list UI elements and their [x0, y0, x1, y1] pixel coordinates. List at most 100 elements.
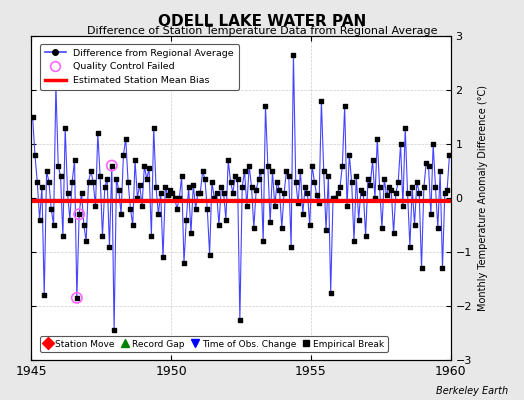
Point [147, 233, 156, 239]
Point [266, 219, 275, 226]
Point [126, 206, 135, 212]
Point [396, 141, 405, 147]
Point [364, 176, 372, 182]
Point [249, 224, 258, 231]
Point [394, 178, 402, 185]
Point [380, 176, 388, 182]
Point [257, 168, 265, 174]
Point [33, 178, 41, 185]
Point [296, 168, 304, 174]
Point [261, 103, 270, 109]
Point [119, 152, 128, 158]
Point [220, 189, 228, 196]
Point [80, 222, 88, 228]
Point [84, 178, 93, 185]
Point [75, 211, 83, 218]
Point [305, 222, 314, 228]
Point [385, 184, 393, 190]
Point [352, 173, 361, 180]
Point [201, 176, 209, 182]
Point [28, 114, 37, 120]
Point [389, 230, 398, 236]
Point [215, 222, 223, 228]
Point [320, 168, 328, 174]
Point [31, 152, 39, 158]
Point [75, 211, 83, 218]
Point [99, 233, 107, 239]
Point [105, 243, 114, 250]
Point [180, 260, 188, 266]
Point [231, 173, 239, 180]
Point [226, 178, 235, 185]
Point [383, 192, 391, 198]
Point [189, 181, 198, 188]
Point [73, 295, 81, 301]
Point [115, 187, 123, 193]
Point [434, 224, 442, 231]
Point [208, 178, 216, 185]
Point [410, 222, 419, 228]
Point [362, 233, 370, 239]
Point [212, 189, 221, 196]
Point [224, 157, 233, 163]
Point [429, 141, 438, 147]
Point [310, 178, 319, 185]
Point [149, 125, 158, 131]
Point [101, 184, 109, 190]
Point [343, 203, 351, 209]
Point [336, 184, 344, 190]
Point [38, 184, 46, 190]
Point [228, 189, 237, 196]
Point [52, 82, 60, 88]
Point [173, 206, 181, 212]
Point [107, 162, 116, 169]
Point [317, 98, 325, 104]
Point [357, 187, 365, 193]
Point [252, 187, 260, 193]
Point [436, 168, 444, 174]
Point [289, 52, 298, 58]
Point [217, 184, 225, 190]
Point [424, 162, 433, 169]
Point [86, 168, 95, 174]
Y-axis label: Monthly Temperature Anomaly Difference (°C): Monthly Temperature Anomaly Difference (… [477, 85, 487, 311]
Point [175, 195, 183, 201]
Point [54, 162, 62, 169]
Point [366, 181, 375, 188]
Point [236, 316, 244, 323]
Point [70, 157, 79, 163]
Point [66, 216, 74, 223]
Point [427, 211, 435, 218]
Point [445, 152, 454, 158]
Point [345, 152, 354, 158]
Point [443, 187, 451, 193]
Point [191, 206, 200, 212]
Point [354, 216, 363, 223]
Point [61, 125, 69, 131]
Point [291, 178, 300, 185]
Point [303, 189, 312, 196]
Point [401, 125, 409, 131]
Point [63, 189, 72, 196]
Point [294, 200, 302, 206]
Point [205, 252, 214, 258]
Point [259, 238, 267, 244]
Point [42, 168, 51, 174]
Point [413, 178, 421, 185]
Point [415, 189, 423, 196]
Point [136, 181, 144, 188]
Point [89, 178, 97, 185]
Point [275, 187, 283, 193]
Point [203, 206, 212, 212]
Point [36, 216, 44, 223]
Point [117, 211, 125, 218]
Point [438, 265, 446, 271]
Point [322, 227, 330, 234]
Point [187, 230, 195, 236]
Point [241, 168, 249, 174]
Point [371, 195, 379, 201]
Point [341, 103, 349, 109]
Point [73, 295, 81, 301]
Point [278, 224, 286, 231]
Point [299, 211, 307, 218]
